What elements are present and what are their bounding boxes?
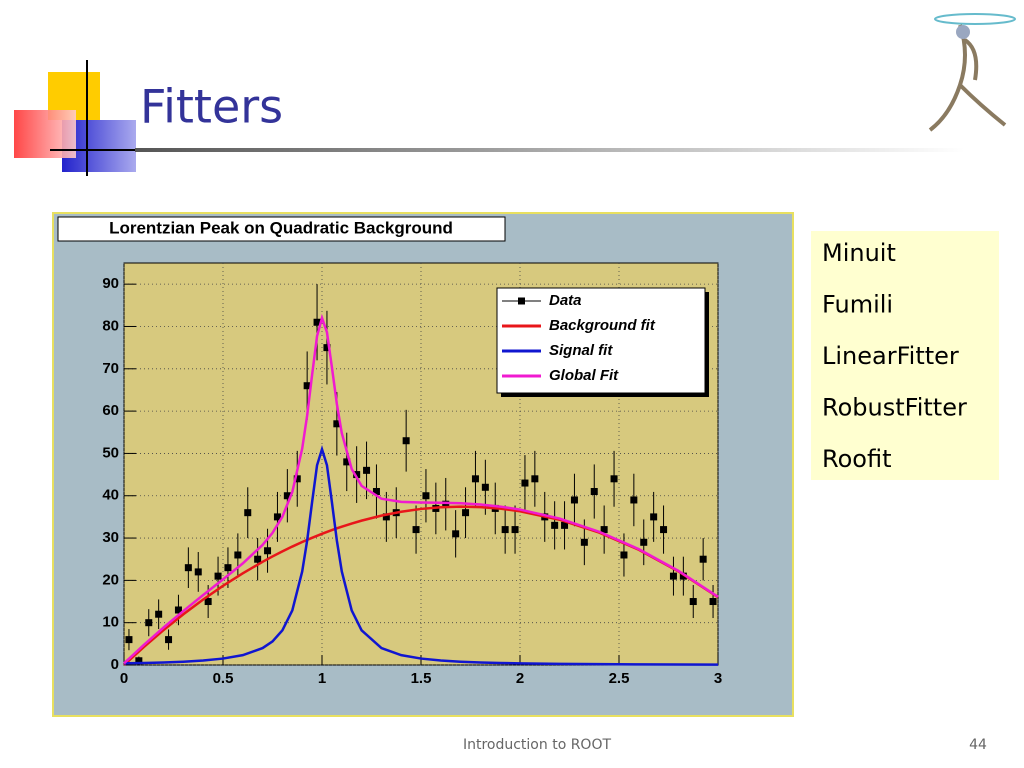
data-point	[630, 496, 638, 504]
data-point	[135, 657, 143, 665]
data-point	[511, 526, 519, 534]
data-point	[561, 521, 569, 529]
fit-curve	[123, 313, 719, 665]
chart-title-box	[57, 216, 506, 242]
data-point	[293, 475, 301, 483]
y-tick-label: 20	[102, 571, 119, 588]
data-point	[640, 538, 648, 546]
list-item: Fumili	[822, 291, 893, 319]
data-point	[699, 555, 707, 563]
data-point	[471, 475, 479, 483]
data-point	[531, 475, 539, 483]
data-point	[155, 610, 163, 618]
data-point	[580, 538, 588, 546]
data-point	[125, 636, 133, 644]
page-number: 44	[969, 737, 987, 753]
x-tick-label: 1.5	[411, 670, 432, 687]
data-point	[165, 636, 173, 644]
data-point	[412, 526, 420, 534]
data-point	[174, 606, 182, 614]
x-tick-label: 0	[120, 670, 128, 687]
slide-title: Fitters	[140, 80, 283, 134]
data-point	[372, 488, 380, 496]
data-point	[254, 555, 262, 563]
data-point	[521, 479, 529, 487]
data-point	[709, 598, 717, 606]
list-box	[811, 231, 999, 480]
data-point	[283, 492, 291, 500]
y-tick-label: 90	[102, 275, 119, 292]
data-point	[244, 509, 252, 517]
data-point	[600, 526, 608, 534]
data-point	[204, 598, 212, 606]
data-point	[214, 572, 222, 580]
list-item: LinearFitter	[822, 342, 959, 370]
data-point	[570, 496, 578, 504]
footer: Introduction to ROOT	[463, 737, 612, 753]
data-point	[442, 500, 450, 508]
legend-label: Signal fit	[549, 342, 613, 359]
y-tick-label: 10	[102, 614, 119, 631]
data-point	[313, 318, 321, 326]
legend-label: Background fit	[549, 317, 656, 334]
x-tick-label: 3	[714, 670, 722, 687]
data-point	[303, 382, 311, 390]
list-item: RobustFitter	[822, 394, 967, 422]
y-tick-label: 40	[102, 487, 119, 504]
x-tick-label: 2.5	[609, 670, 630, 687]
logo	[928, 13, 1016, 132]
legend-label: Data	[549, 292, 582, 309]
y-tick-label: 60	[102, 402, 119, 419]
data-point	[422, 492, 430, 500]
y-tick-label: 80	[102, 317, 119, 334]
data-point	[145, 619, 153, 627]
data-point	[343, 458, 351, 466]
data-point	[264, 547, 272, 555]
fit-curve	[123, 505, 719, 666]
data-point	[194, 568, 202, 576]
legend-swatch-marker	[518, 297, 525, 305]
data-point	[610, 475, 618, 483]
data-point	[382, 513, 390, 521]
data-point	[481, 483, 489, 491]
data-point	[679, 572, 687, 580]
list-item: Minuit	[822, 239, 896, 267]
data-point	[660, 526, 668, 534]
data-point	[452, 530, 460, 538]
x-tick-label: 2	[516, 670, 524, 687]
data-point	[234, 551, 242, 559]
data-point	[551, 521, 559, 529]
data-point	[590, 488, 598, 496]
data-point	[184, 564, 192, 572]
data-point	[333, 420, 341, 428]
chart-title: Lorentzian Peak on Quadratic Background	[109, 218, 453, 237]
data-point	[689, 598, 697, 606]
y-tick-label: 70	[102, 360, 119, 377]
data-point	[353, 471, 361, 479]
data-point	[323, 344, 331, 352]
fit-curve	[123, 444, 719, 666]
data-point	[363, 466, 371, 474]
data-point	[650, 513, 658, 521]
legend-label: Global Fit	[549, 367, 619, 384]
data-point	[669, 572, 677, 580]
data-point	[501, 526, 509, 534]
data-point	[620, 551, 628, 559]
data-point	[462, 509, 470, 517]
title-decoration	[14, 60, 965, 176]
data-point	[224, 564, 232, 572]
y-tick-label: 50	[102, 444, 119, 461]
data-point	[273, 513, 281, 521]
data-point	[402, 437, 410, 445]
list-item: Roofit	[822, 445, 892, 473]
x-tick-label: 0.5	[213, 670, 234, 687]
y-tick-label: 30	[102, 529, 119, 546]
y-tick-label: 0	[111, 656, 119, 673]
x-tick-label: 1	[318, 670, 326, 687]
